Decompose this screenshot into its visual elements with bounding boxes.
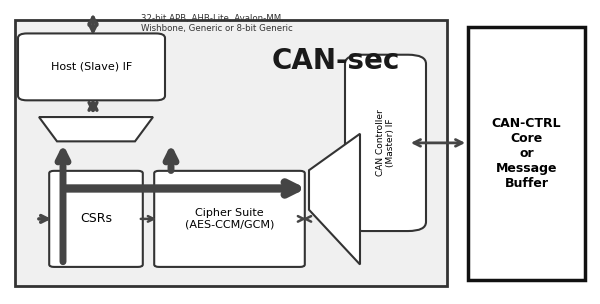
Text: Cipher Suite
(AES-CCM/GCM): Cipher Suite (AES-CCM/GCM) [185, 208, 274, 230]
Text: CSRs: CSRs [80, 212, 112, 225]
FancyBboxPatch shape [15, 20, 447, 286]
FancyBboxPatch shape [154, 171, 305, 267]
Text: CAN-CTRL
Core
or
Message
Buffer: CAN-CTRL Core or Message Buffer [491, 117, 562, 190]
FancyBboxPatch shape [49, 171, 143, 267]
Text: 32-bit APB, AHB-Lite, Avalon-MM,
Wishbone, Generic or 8-bit Generic: 32-bit APB, AHB-Lite, Avalon-MM, Wishbon… [141, 14, 293, 33]
FancyBboxPatch shape [345, 55, 426, 231]
Polygon shape [39, 117, 153, 141]
FancyBboxPatch shape [468, 27, 585, 280]
Text: CAN Controller
(Master) IF: CAN Controller (Master) IF [376, 109, 395, 176]
Text: CAN-sec: CAN-sec [272, 47, 400, 75]
Polygon shape [309, 134, 360, 264]
Text: Host (Slave) IF: Host (Slave) IF [51, 62, 132, 72]
FancyBboxPatch shape [18, 33, 165, 100]
